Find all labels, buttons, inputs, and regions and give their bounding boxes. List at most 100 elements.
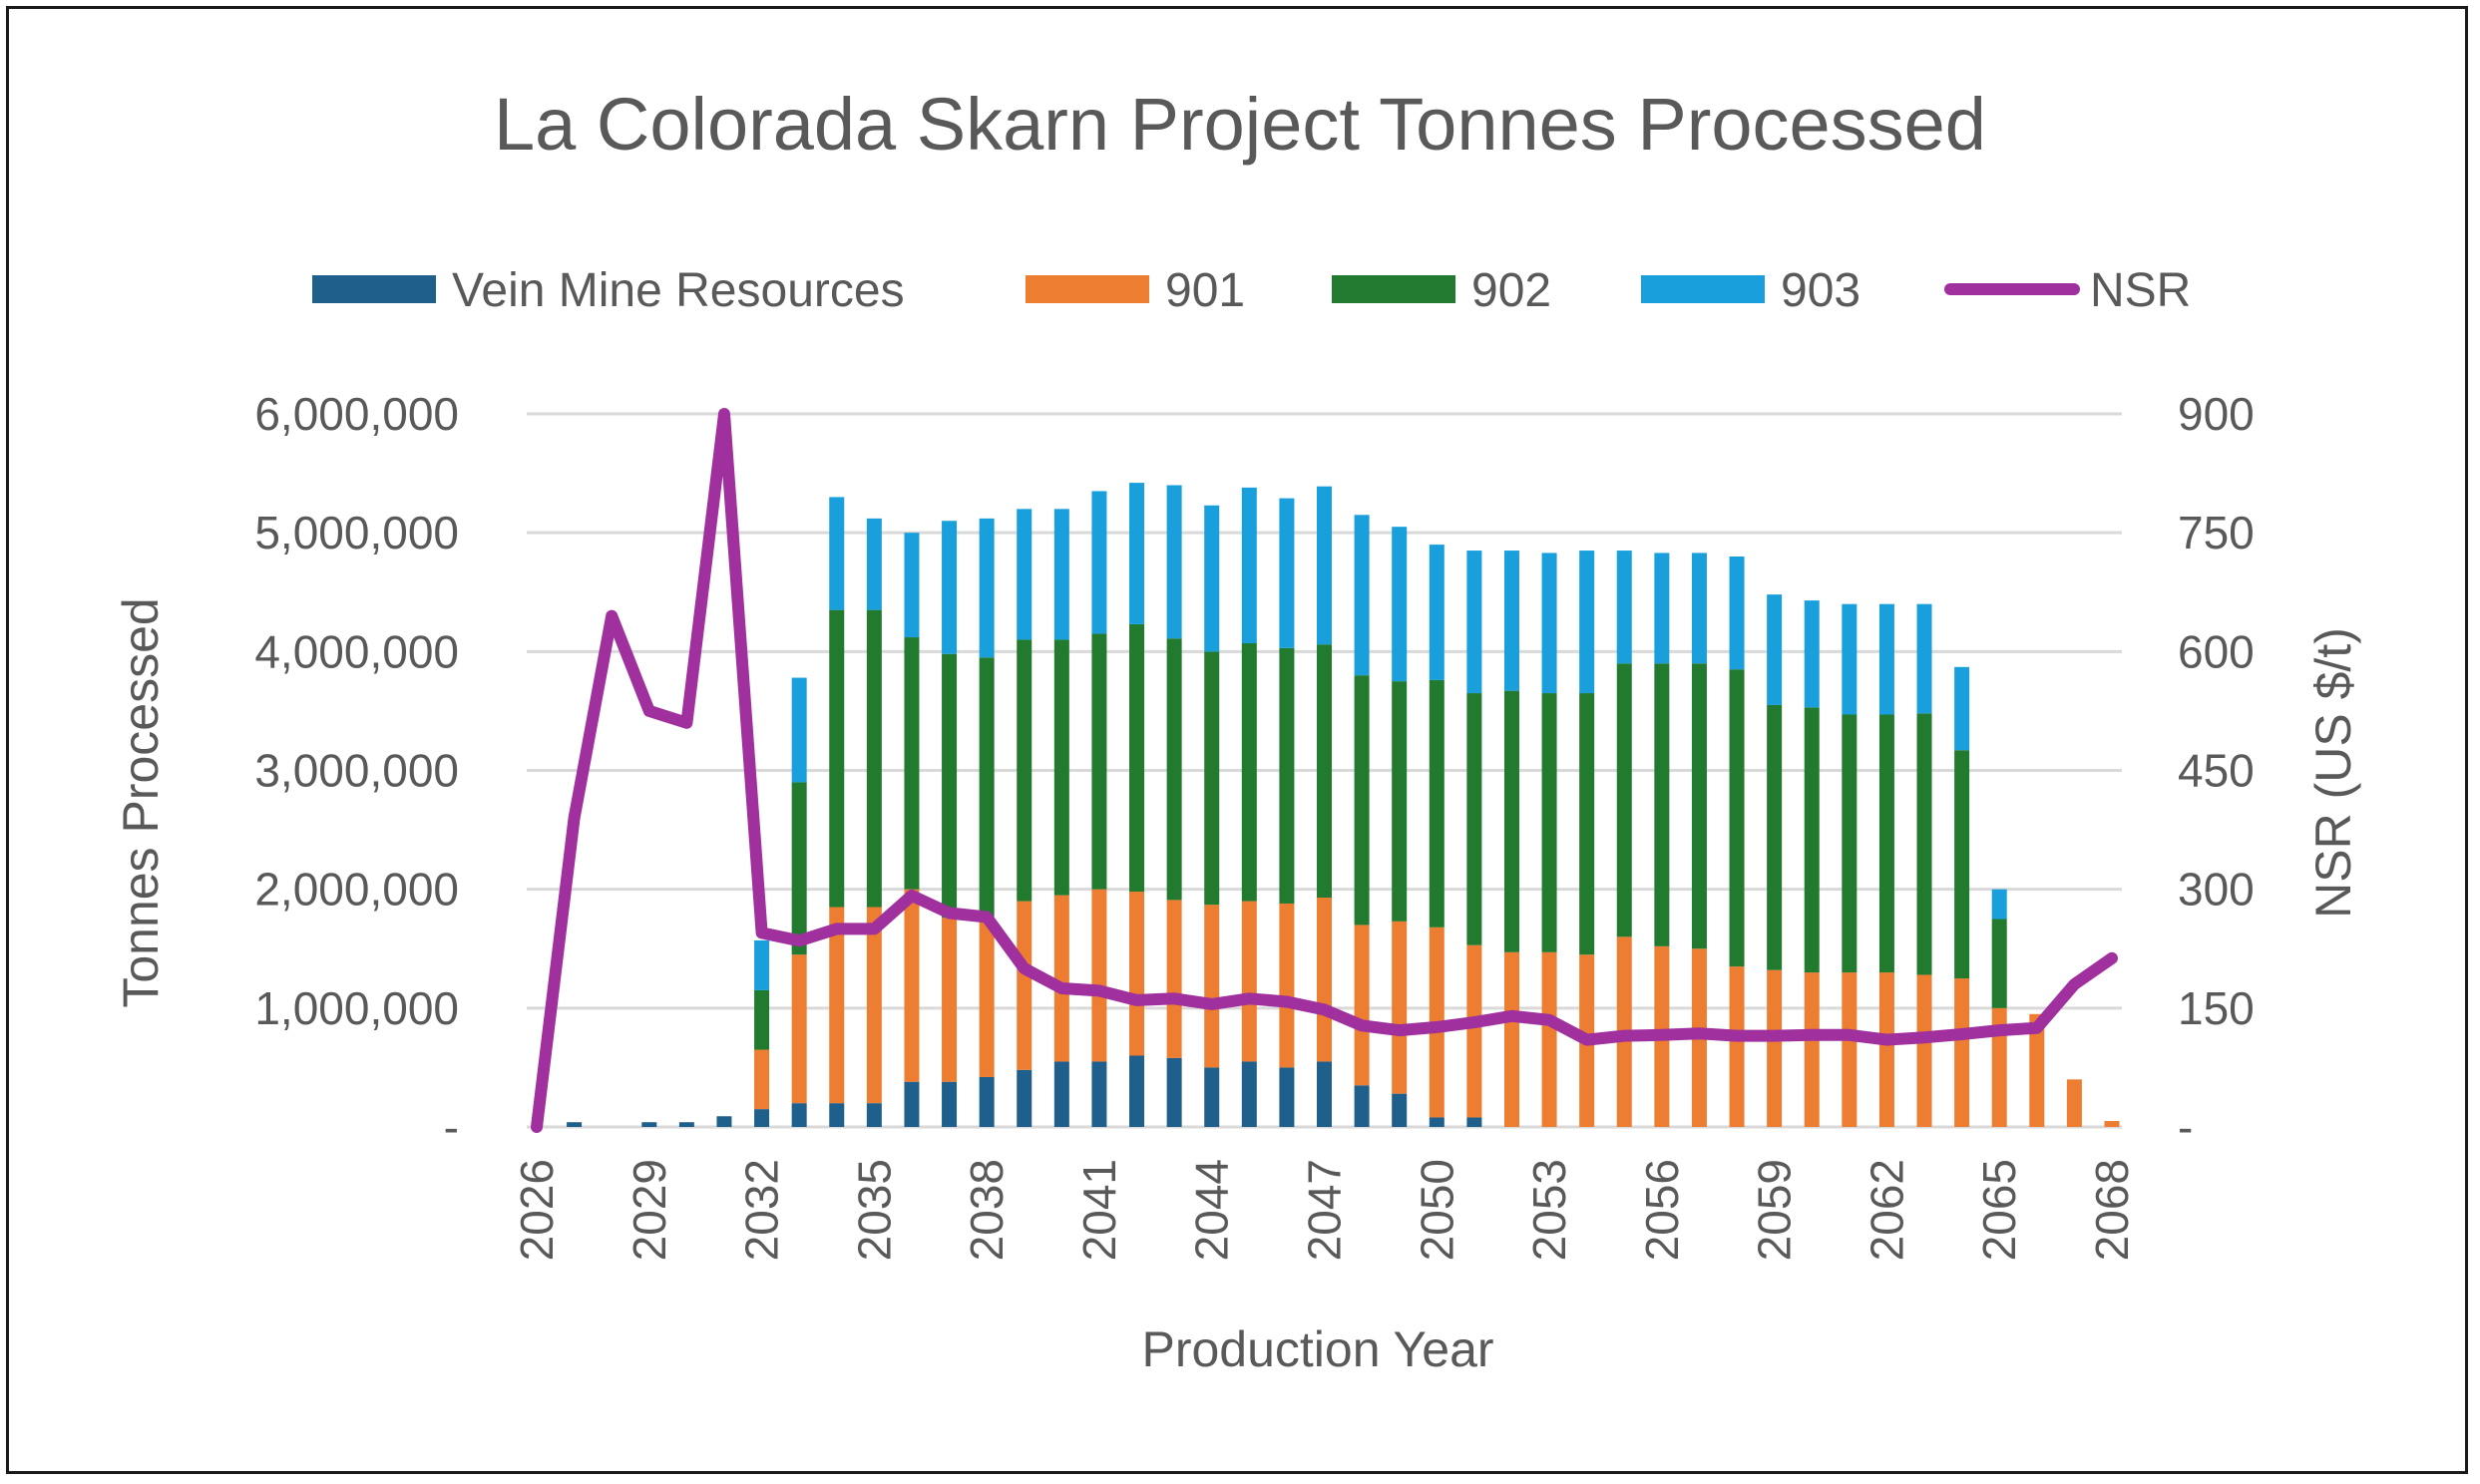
bar-segment [1878,714,1894,973]
x-tick-label: 2059 [1749,1159,1801,1261]
bar-segment [1279,903,1295,1068]
bar-segment [2066,1079,2082,1127]
bar-segment [1767,594,1783,705]
x-axis-ticks: 2026 2029 2032 2035 2038 2041 2044 2047 2050 2053… [511,1159,2138,1261]
bar-segment [1166,485,1182,639]
bar-segment [829,1103,845,1127]
bar-segment [567,1122,583,1127]
bar-segment [641,1122,657,1127]
bar-segment [829,609,845,908]
bar-segment [1317,1061,1332,1127]
bar-segment [1767,969,1783,1127]
bar-segment [1053,895,1069,1062]
x-tick-label: 2044 [1186,1159,1238,1261]
bar-segment [1916,974,1932,1127]
y-tick-label: 3,000,000 [254,745,459,797]
bar-segment [1954,978,1970,1127]
x-tick-label: 2062 [1860,1159,1912,1261]
bar-segment [904,889,920,1082]
legend-swatch [312,275,436,303]
y-tick-label: 1,000,000 [254,982,459,1034]
bars [567,483,2120,1127]
y2-tick-label: 750 [2178,507,2255,558]
bar-segment [754,1049,770,1110]
bar-segment [829,497,845,610]
x-tick-label: 2056 [1636,1159,1688,1261]
bar-segment [1392,527,1408,682]
bar-segment [1129,483,1145,624]
bar-segment [1091,633,1107,890]
bar-segment [1317,898,1332,1062]
bar-segment [1354,925,1370,1086]
bar-segment [1392,921,1408,1094]
nsr-line [531,408,2118,1133]
y-tick-label: 5,000,000 [254,507,459,558]
x-tick-label: 2050 [1411,1159,1462,1261]
bar-segment [1279,647,1295,904]
bar-segment [1842,603,1858,715]
x-tick-label: 2032 [736,1159,788,1261]
bar-segment [1166,1057,1182,1127]
bar-segment [1541,951,1557,1127]
bar-segment [1541,693,1557,952]
legend-label: 901 [1165,264,1245,317]
bar-segment [1991,1007,2007,1127]
bar-segment [866,1103,882,1127]
x-axis-title: Production Year [1141,1321,1493,1377]
bar-segment [1466,1117,1482,1127]
bar-segment [829,907,845,1104]
bar-segment [1317,644,1332,899]
bar-segment [1616,663,1632,937]
bar-segment [1729,556,1745,670]
bar-segment [979,657,995,918]
bar-segment [754,989,770,1050]
y-axis-ticks: - 1,000,000 2,000,000 3,000,000 4,000,000 5,0… [254,388,459,1153]
y2-axis-title: NSR (US $/t) [2305,627,2361,919]
bar-segment [1204,1067,1220,1127]
y-tick-label: 6,000,000 [254,388,459,440]
y2-tick-label: - [2178,1101,2193,1153]
legend: Vein Mine Resources 901 902 903 NSR [312,264,2191,317]
bar-segment [2029,1013,2045,1127]
bar-segment [1091,889,1107,1062]
legend-swatch [1026,275,1149,303]
y2-axis-ticks: - 150 300 450 600 750 900 [2178,388,2255,1153]
bar-segment [791,782,807,955]
bar-segment [1241,487,1257,643]
bar-segment [1579,693,1595,955]
x-tick-label: 2068 [2086,1159,2138,1261]
bar-segment [1204,651,1220,906]
bar-segment [904,637,920,890]
bar-segment [1354,675,1370,926]
bar-segment [1354,1085,1370,1127]
bar-segment [1503,551,1519,691]
bar-segment [791,1103,807,1127]
bar-segment [1204,905,1220,1068]
y2-tick-label: 600 [2178,625,2255,677]
bar-segment [1654,663,1670,946]
bar-segment [1654,553,1670,664]
bar-segment [1466,944,1482,1118]
y-tick-label: 4,000,000 [254,625,459,677]
y-axis-title: Tonnes Processed [113,597,169,1007]
bar-segment [1804,707,1820,973]
legend-label: NSR [2090,264,2191,317]
bar-segment [791,954,807,1104]
bar-segment [1129,892,1145,1056]
bar-segment [1429,1117,1445,1127]
bar-segment [716,1116,732,1127]
bar-segment [1503,951,1519,1127]
y2-tick-label: 900 [2178,388,2255,440]
bar-segment [1129,1055,1145,1127]
bar-segment [942,918,958,1082]
bar-segment [1466,693,1482,945]
bar-segment [904,1081,920,1127]
bar-segment [1804,600,1820,708]
bar-segment [1916,713,1932,975]
bar-segment [1503,690,1519,952]
bar-segment [866,518,882,610]
legend-label: 902 [1471,264,1551,317]
x-tick-label: 2038 [961,1159,1013,1261]
y2-tick-label: 150 [2178,982,2255,1034]
bar-segment [1204,505,1220,652]
